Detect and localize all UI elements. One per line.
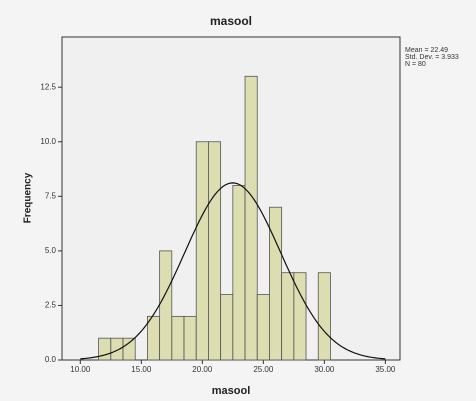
bar xyxy=(98,337,112,361)
x-tick-label: 10.00 xyxy=(70,365,91,374)
bar xyxy=(110,337,124,361)
stats-text: Mean = 22.49 xyxy=(405,47,448,54)
x-tick-label: 35.00 xyxy=(375,365,396,374)
x-tick-label: 30.00 xyxy=(314,365,335,374)
normal-curve xyxy=(80,182,386,360)
bar xyxy=(317,272,331,361)
stats-text: Std. Dev. = 3.933 xyxy=(405,54,459,61)
bar xyxy=(171,315,185,361)
y-tick-label: 5.0 xyxy=(45,246,57,255)
y-axis-label: Frequency xyxy=(23,172,34,223)
chart-title: masool xyxy=(210,14,252,28)
bar xyxy=(293,272,307,361)
bar xyxy=(208,141,222,361)
stats-text: N = 80 xyxy=(405,61,426,68)
bar xyxy=(244,75,258,361)
y-tick-label: 7.5 xyxy=(45,191,57,200)
bar xyxy=(269,206,283,361)
bar xyxy=(256,294,270,361)
y-tick-label: 12.5 xyxy=(40,82,56,91)
y-tick-label: 0.0 xyxy=(45,355,57,364)
x-tick-label: 20.00 xyxy=(192,365,213,374)
bar xyxy=(195,141,209,361)
bar xyxy=(183,315,197,361)
x-tick-label: 25.00 xyxy=(253,365,274,374)
y-tick-label: 2.5 xyxy=(45,301,57,310)
x-tick-label: 15.00 xyxy=(131,365,152,374)
y-tick-label: 10.0 xyxy=(40,137,56,146)
bar xyxy=(159,250,173,361)
bar xyxy=(122,337,136,361)
x-axis-label: masool xyxy=(212,385,251,397)
bar xyxy=(232,185,246,361)
bar xyxy=(220,294,234,361)
bar xyxy=(147,315,161,361)
bar xyxy=(281,272,295,361)
